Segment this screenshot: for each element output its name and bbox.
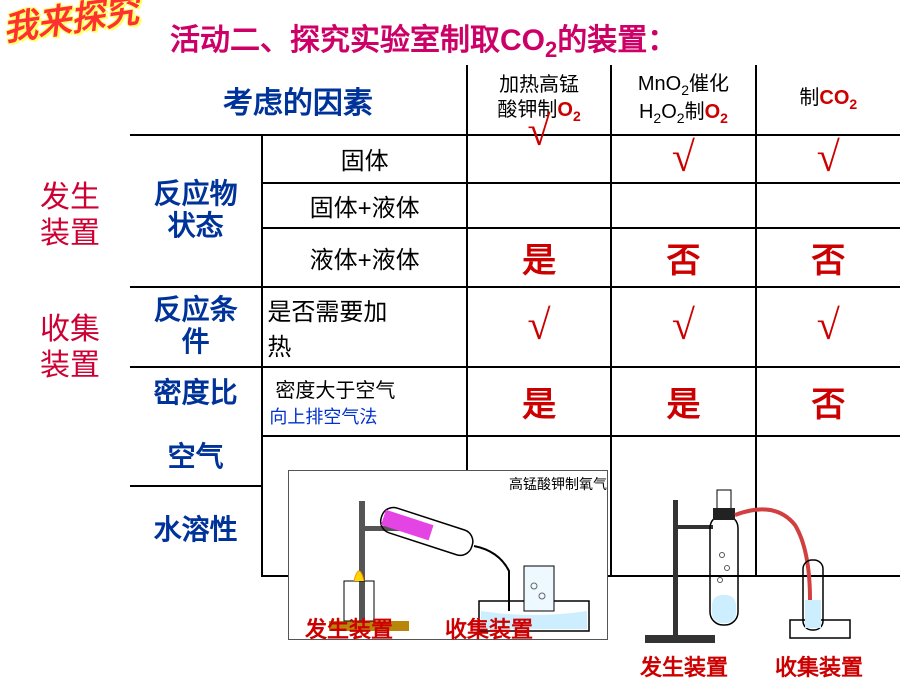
table-header-row: 考虑的因素 加热高锰 酸钾制O2 √ MnO2催化 H2O2制O2 制CO2 <box>130 65 900 135</box>
answer-yes: 是 <box>467 228 611 287</box>
check-icon: √ <box>611 287 755 367</box>
side-labels: 发生 装置 收集 装置 <box>40 180 110 384</box>
factor-header: 考虑的因素 <box>130 65 467 135</box>
explore-badge: 我来探究 <box>2 0 159 75</box>
solubility-label: 水溶性 <box>130 486 262 576</box>
table-row: 反应条 件 是否需要加 热 √ √ √ <box>130 287 900 367</box>
check-icon: √ <box>756 135 900 183</box>
col-kmno4: 加热高锰 酸钾制O2 √ <box>467 65 611 135</box>
check-icon: √ <box>528 114 551 152</box>
density-label: 密度比 空气 <box>130 367 262 486</box>
col-co2: 制CO2 <box>756 65 900 135</box>
apparatus-illustration-h2o2 <box>625 480 905 655</box>
generate-caption-2: 发生装置 <box>640 650 728 682</box>
generate-caption: 发生装置 <box>305 612 393 644</box>
side-collect-label: 收集 装置 <box>40 312 110 384</box>
density-detail: 密度大于空气 向上排空气法 <box>262 367 467 436</box>
answer-no: 否 <box>611 228 755 287</box>
reactant-state-label: 反应物 状态 <box>130 135 262 287</box>
illus-title: 高锰酸钾制氧气 <box>509 476 607 493</box>
col-h2o2: MnO2催化 H2O2制O2 <box>611 65 755 135</box>
table-row: 反应物 状态 固体 √ √ <box>130 135 900 183</box>
liquid-liquid-label: 液体+液体 <box>262 228 467 287</box>
collect-caption-2: 收集装置 <box>775 650 863 682</box>
need-heat-label: 是否需要加 热 <box>262 287 467 367</box>
condition-label: 反应条 件 <box>130 287 262 367</box>
check-icon: √ <box>467 287 611 367</box>
answer-yes: 是 <box>611 367 755 436</box>
check-icon: √ <box>756 287 900 367</box>
table-row: 密度比 空气 密度大于空气 向上排空气法 是 是 否 <box>130 367 900 436</box>
answer-yes: 是 <box>467 367 611 436</box>
check-icon: √ <box>611 135 755 183</box>
answer-no: 否 <box>756 367 900 436</box>
solid-liquid-label: 固体+液体 <box>262 183 467 228</box>
answer-no: 否 <box>756 228 900 287</box>
side-generate-label: 发生 装置 <box>40 180 110 252</box>
solid-label: 固体 <box>262 135 467 183</box>
collect-caption: 收集装置 <box>445 612 533 644</box>
page-title: 活动二、探究实验室制取CO2的装置： <box>170 15 677 63</box>
